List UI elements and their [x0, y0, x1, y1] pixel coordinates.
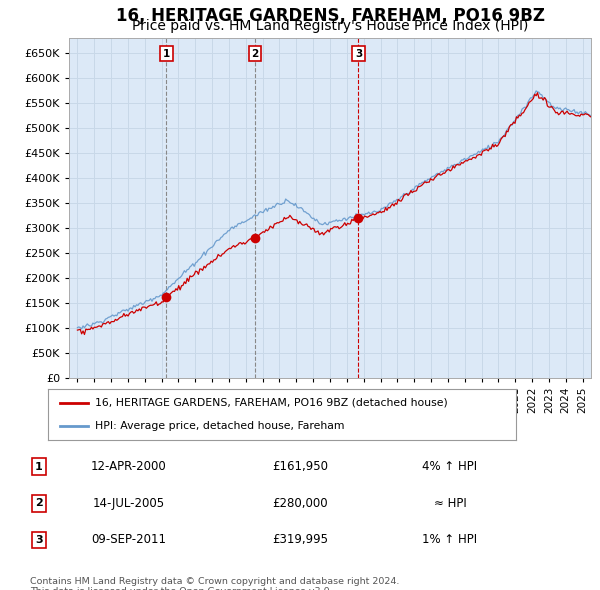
- Text: 09-SEP-2011: 09-SEP-2011: [91, 533, 167, 546]
- Text: £161,950: £161,950: [272, 460, 328, 473]
- Text: HPI: Average price, detached house, Fareham: HPI: Average price, detached house, Fare…: [95, 421, 344, 431]
- Text: 1: 1: [163, 48, 170, 58]
- Text: 14-JUL-2005: 14-JUL-2005: [93, 497, 165, 510]
- Text: £319,995: £319,995: [272, 533, 328, 546]
- Text: £280,000: £280,000: [272, 497, 328, 510]
- Text: 16, HERITAGE GARDENS, FAREHAM, PO16 9BZ (detached house): 16, HERITAGE GARDENS, FAREHAM, PO16 9BZ …: [95, 398, 448, 408]
- Text: ≈ HPI: ≈ HPI: [434, 497, 466, 510]
- Text: 12-APR-2000: 12-APR-2000: [91, 460, 167, 473]
- Text: Contains HM Land Registry data © Crown copyright and database right 2024.
This d: Contains HM Land Registry data © Crown c…: [30, 577, 400, 590]
- Text: 1% ↑ HPI: 1% ↑ HPI: [422, 533, 478, 546]
- Text: 3: 3: [35, 535, 43, 545]
- Text: 16, HERITAGE GARDENS, FAREHAM, PO16 9BZ: 16, HERITAGE GARDENS, FAREHAM, PO16 9BZ: [115, 7, 545, 25]
- Text: 2: 2: [251, 48, 259, 58]
- Text: 4% ↑ HPI: 4% ↑ HPI: [422, 460, 478, 473]
- Text: 1: 1: [35, 462, 43, 471]
- Text: 3: 3: [355, 48, 362, 58]
- Text: Price paid vs. HM Land Registry's House Price Index (HPI): Price paid vs. HM Land Registry's House …: [132, 19, 528, 34]
- Text: 2: 2: [35, 499, 43, 508]
